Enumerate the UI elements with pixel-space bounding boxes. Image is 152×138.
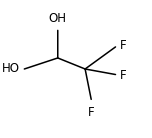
Text: F: F <box>88 106 95 119</box>
Text: HO: HO <box>2 63 20 75</box>
Text: F: F <box>120 39 127 52</box>
Text: F: F <box>120 69 127 82</box>
Text: OH: OH <box>49 12 67 25</box>
